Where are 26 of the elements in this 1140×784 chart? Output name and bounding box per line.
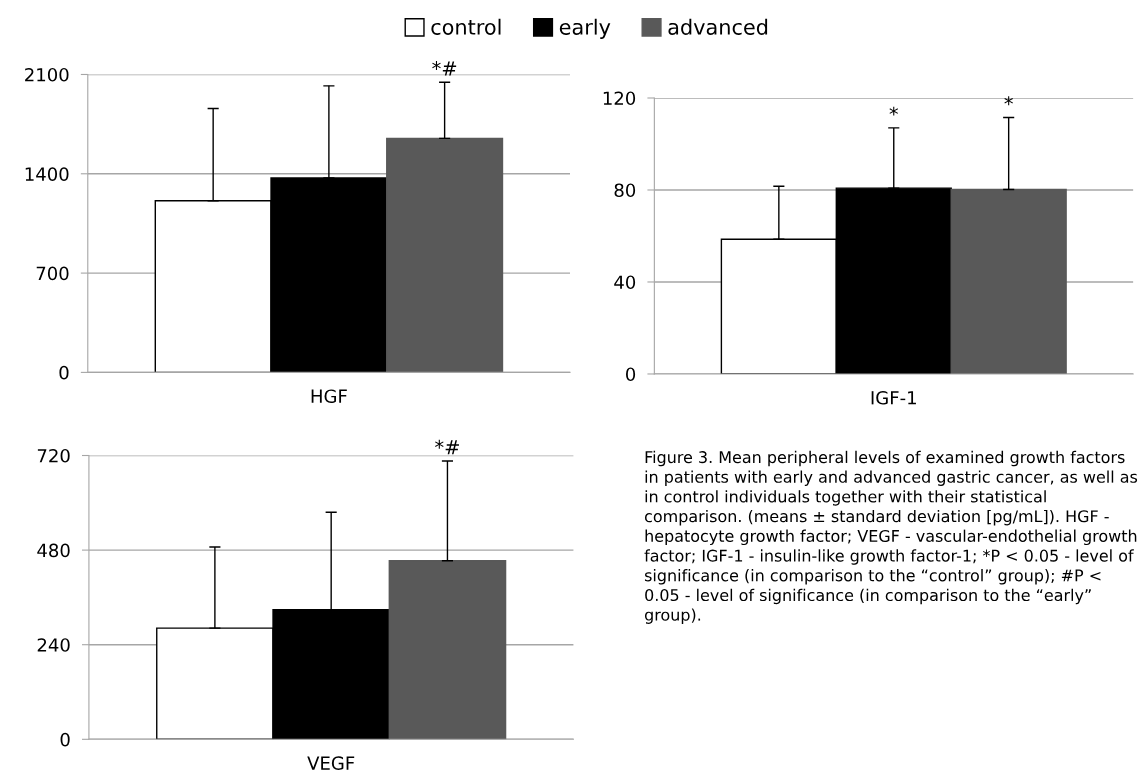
y-tick-label: 480: [37, 543, 70, 558]
legend-label: early: [559, 18, 611, 39]
y-tick-label: 120: [603, 91, 636, 106]
x-tick-label: VEGF: [307, 756, 355, 770]
bar: [950, 188, 1067, 374]
y-tick-label: 700: [36, 266, 69, 281]
y-tick-label: 40: [614, 275, 636, 290]
y-tick-label: 80: [614, 183, 636, 198]
bar: [388, 560, 507, 740]
annotation: *: [889, 106, 899, 116]
y-tick-label: 720: [37, 448, 70, 463]
y-tick-label: 0: [626, 367, 636, 382]
text: Figure 3. Mean peripheral levels of examined growth factors in patients with early and advanced gastric cancer, as well as in control individuals together with their statistical comparison. (means ± standard deviation [pg/mL]). HGF - hepatocyte growth factor; VEGF - vascular-endothelial growth factor; IGF-1 - insulin-like growth factor-1; *P < 0.05 - level of significance (in comparison to the “control” group); #P < 0.05 - level of significance (in comparison to the “early” group).: [644, 450, 1138, 624]
x-tick-label: IGF-1: [871, 390, 916, 405]
y-tick-label: 0: [60, 732, 70, 747]
y-tick-label: 0: [59, 365, 69, 380]
annotation: *#: [432, 61, 457, 76]
y-tick-label: 240: [37, 638, 70, 652]
text: *#: [435, 439, 459, 455]
legend-label: advanced: [668, 18, 768, 35]
y-tick-label: 2100: [25, 67, 69, 82]
bar: [386, 137, 504, 373]
legend-label: control: [431, 18, 501, 35]
x-tick-label: HGF: [311, 389, 347, 404]
y-tick-label: 1400: [25, 167, 69, 181]
annotation: *: [1004, 96, 1013, 106]
